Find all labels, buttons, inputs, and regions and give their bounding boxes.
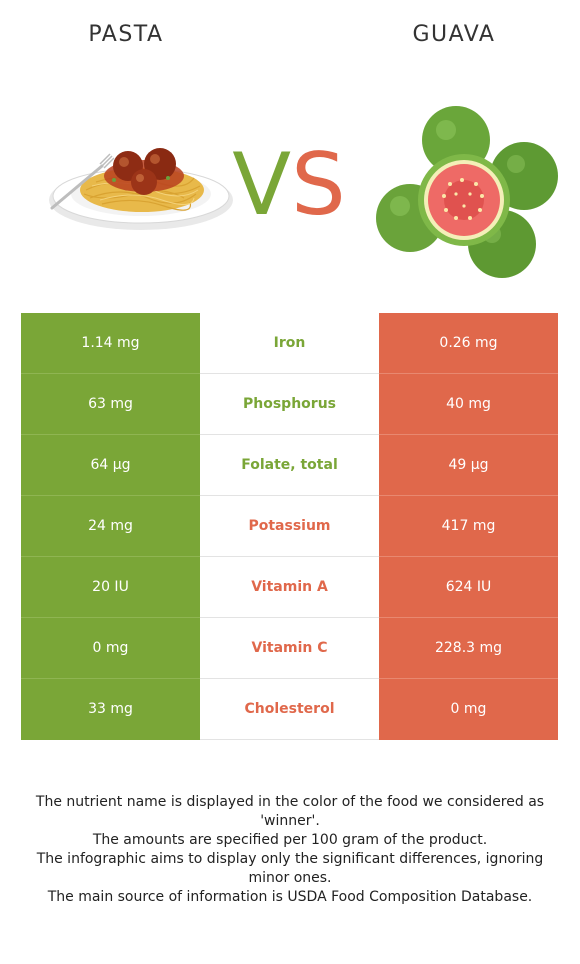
nutrient-name: Vitamin A: [200, 556, 379, 618]
table-row: 24 mg Potassium 417 mg: [21, 495, 558, 557]
left-value: 20 IU: [21, 556, 200, 618]
nutrient-name: Folate, total: [200, 434, 379, 496]
vs-v: V: [232, 135, 292, 235]
guava-fruit-image: [376, 106, 558, 278]
footer-notes: The nutrient name is displayed in the co…: [18, 793, 562, 907]
table-row: 63 mg Phosphorus 40 mg: [21, 373, 558, 435]
food-right-title: GUAVA: [412, 22, 496, 47]
right-value: 624 IU: [379, 556, 558, 618]
right-value: 49 µg: [379, 434, 558, 496]
left-value: 64 µg: [21, 434, 200, 496]
right-value: 0 mg: [379, 678, 558, 740]
left-value: 33 mg: [21, 678, 200, 740]
table-row: 33 mg Cholesterol 0 mg: [21, 678, 558, 740]
nutrient-name: Vitamin C: [200, 617, 379, 679]
nutrient-name: Iron: [200, 313, 379, 374]
right-value: 0.26 mg: [379, 313, 558, 374]
footer-note: The main source of information is USDA F…: [47, 889, 533, 905]
food-left-title: PASTA: [88, 22, 164, 47]
spaghetti-meatballs-image: [49, 148, 233, 230]
left-value: 63 mg: [21, 373, 200, 435]
table-row: 64 µg Folate, total 49 µg: [21, 434, 558, 496]
nutrient-name: Potassium: [200, 495, 379, 557]
vs-s: S: [291, 135, 346, 235]
left-value: 24 mg: [21, 495, 200, 557]
footer-note: The infographic aims to display only the…: [36, 851, 544, 886]
left-value: 0 mg: [21, 617, 200, 679]
comparison-table: 1.14 mg Iron 0.26 mg 63 mg Phosphorus 40…: [21, 313, 558, 740]
table-row: 0 mg Vitamin C 228.3 mg: [21, 617, 558, 679]
nutrient-name: Phosphorus: [200, 373, 379, 435]
right-value: 417 mg: [379, 495, 558, 557]
nutrient-name: Cholesterol: [200, 678, 379, 740]
vs-label: VS: [224, 140, 354, 230]
footer-note: The nutrient name is displayed in the co…: [35, 794, 545, 829]
table-row: 20 IU Vitamin A 624 IU: [21, 556, 558, 618]
right-value: 40 mg: [379, 373, 558, 435]
left-value: 1.14 mg: [21, 313, 200, 374]
right-value: 228.3 mg: [379, 617, 558, 679]
footer-note: The amounts are specified per 100 gram o…: [92, 832, 488, 848]
table-row: 1.14 mg Iron 0.26 mg: [21, 313, 558, 374]
